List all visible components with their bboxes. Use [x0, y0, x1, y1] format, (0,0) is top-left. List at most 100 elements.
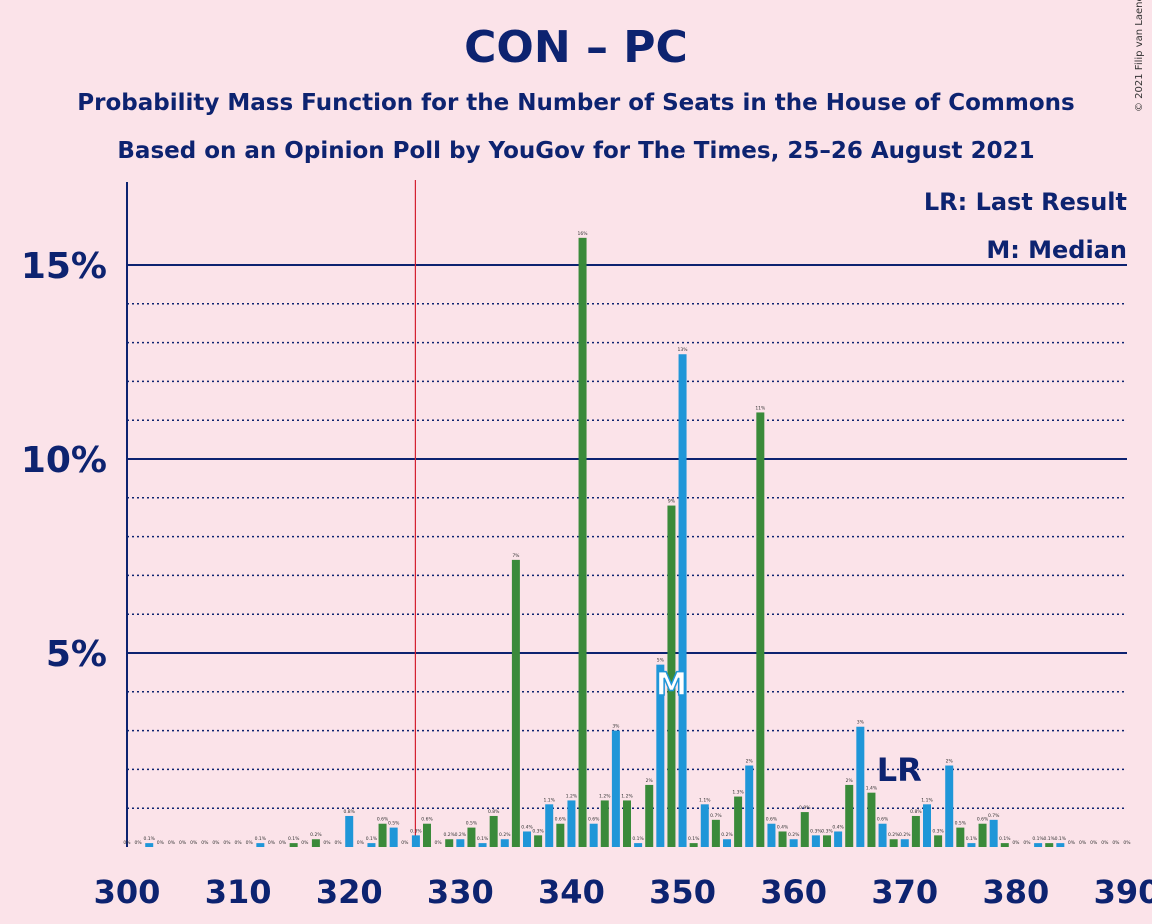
bar-value-label: 0.1%: [1055, 836, 1067, 842]
bar-seat-373: [934, 835, 943, 847]
bar-seat-354: [723, 839, 731, 847]
bar-seat-359: [778, 831, 787, 847]
bar-value-label: 11%: [755, 405, 766, 411]
legend-last-result: LR: Last Result: [924, 188, 1127, 216]
bar-value-label: 0.2%: [455, 832, 467, 838]
bar-seat-360: [789, 839, 798, 847]
bar-seat-369: [889, 839, 898, 847]
bar-value-label: 0.6%: [555, 817, 567, 823]
bar-value-label: 0.3%: [821, 828, 833, 834]
x-tick-label: 310: [205, 873, 272, 911]
bar-value-label: 3%: [857, 720, 865, 726]
bar-value-label: 0.2%: [499, 832, 511, 838]
x-tick-label: 370: [871, 873, 938, 911]
bar-value-label: 0.4%: [832, 824, 844, 830]
bar-value-label: 0%: [235, 840, 243, 846]
bar-value-label: 0.8%: [488, 809, 500, 815]
bar-value-label: 0%: [201, 840, 209, 846]
median-marker: M: [656, 665, 688, 703]
bar-value-label: 0.2%: [721, 832, 733, 838]
bar-value-label: 0.1%: [688, 836, 700, 842]
x-tick-label: 350: [649, 873, 716, 911]
bar-value-label: 7%: [512, 553, 520, 559]
bar-seat-342: [589, 823, 598, 847]
bar-seat-346: [634, 843, 643, 847]
bar-value-label: 0%: [1068, 840, 1076, 846]
bar-seat-372: [923, 804, 931, 847]
bar-seat-332: [478, 843, 487, 847]
bar-value-label: 0%: [435, 840, 443, 846]
bar-value-label: 1.2%: [566, 793, 578, 799]
bar-seat-315: [289, 843, 298, 847]
bar-value-label: 1.1%: [699, 797, 711, 803]
bar-value-label: 2%: [946, 759, 954, 765]
bar-value-label: 0.5%: [388, 821, 400, 827]
bar-value-label: 5%: [657, 658, 665, 664]
bar-value-label: 0.2%: [899, 832, 911, 838]
bar-value-label: 0%: [190, 840, 198, 846]
bar-seat-327: [423, 823, 431, 847]
bar-value-label: 0.6%: [766, 817, 778, 823]
legend-median: M: Median: [986, 236, 1127, 264]
bar-value-label: 0.5%: [466, 821, 478, 827]
bar-value-label: 2%: [646, 778, 654, 784]
bar-value-label: 0.1%: [255, 836, 267, 842]
bar-seat-362: [811, 835, 820, 847]
bar-value-label: 9%: [668, 499, 676, 505]
bar-seat-335: [511, 559, 520, 847]
bar-value-label: 0.1%: [144, 836, 156, 842]
x-tick-label: 360: [760, 873, 827, 911]
bar-seat-349: [667, 505, 676, 847]
bar-seat-333: [489, 815, 498, 847]
bar-seat-324: [389, 827, 398, 847]
bar-seat-345: [623, 800, 631, 847]
bar-seat-377: [978, 823, 987, 847]
bar-value-label: 13%: [678, 347, 689, 353]
bar-value-label: 0%: [1101, 840, 1109, 846]
chart-subtitle-source: Based on an Opinion Poll by YouGov for T…: [117, 138, 1035, 164]
bar-value-label: 0%: [123, 840, 131, 846]
bar-seat-351: [689, 843, 698, 847]
bar-value-label: 0.1%: [366, 836, 378, 842]
bar-value-label: 0.1%: [1044, 836, 1056, 842]
bar-value-label: 0.6%: [877, 817, 889, 823]
bar-seat-361: [800, 812, 809, 847]
bar-value-label: 0.1%: [966, 836, 978, 842]
bar-seat-370: [900, 839, 909, 847]
bar-seat-326: [411, 835, 420, 847]
bar-seat-353: [711, 819, 720, 847]
bar-seat-365: [845, 784, 854, 847]
bar-value-label: 0%: [157, 840, 165, 846]
bar-value-label: 0%: [268, 840, 276, 846]
bar-seat-355: [734, 796, 743, 847]
bar-value-label: 1.3%: [732, 790, 744, 796]
x-tick-label: 320: [316, 873, 383, 911]
bar-seat-363: [823, 835, 831, 847]
bar-seat-368: [878, 823, 887, 847]
bar-value-label: 2%: [746, 759, 754, 765]
bar-value-label: 0%: [357, 840, 365, 846]
bar-value-label: 16%: [578, 231, 589, 237]
bar-value-label: 0.2%: [444, 832, 456, 838]
bar-value-label: 0%: [179, 840, 187, 846]
bar-seat-347: [645, 784, 654, 847]
bar-seat-329: [445, 839, 454, 847]
x-tick-label: 330: [427, 873, 494, 911]
bar-seat-366: [856, 726, 865, 847]
x-tick-label: 390: [1094, 873, 1152, 911]
bar-seat-378: [989, 819, 998, 847]
bar-value-label: 0.1%: [632, 836, 644, 842]
bar-seat-350: [678, 354, 687, 847]
bar-seat-371: [911, 815, 920, 847]
bar-seat-341: [578, 237, 587, 848]
bar-seat-312: [256, 843, 265, 847]
bar-value-label: 0%: [1123, 840, 1131, 846]
bar-value-label: 0.1%: [999, 836, 1011, 842]
bar-seat-382: [1034, 843, 1043, 847]
bar-value-label: 0%: [1023, 840, 1031, 846]
bar-value-label: 0.8%: [344, 809, 356, 815]
bar-seat-348: [656, 664, 665, 847]
bar-seat-383: [1045, 843, 1054, 847]
y-tick-label: 5%: [46, 634, 107, 675]
bar-value-label: 0%: [335, 840, 343, 846]
